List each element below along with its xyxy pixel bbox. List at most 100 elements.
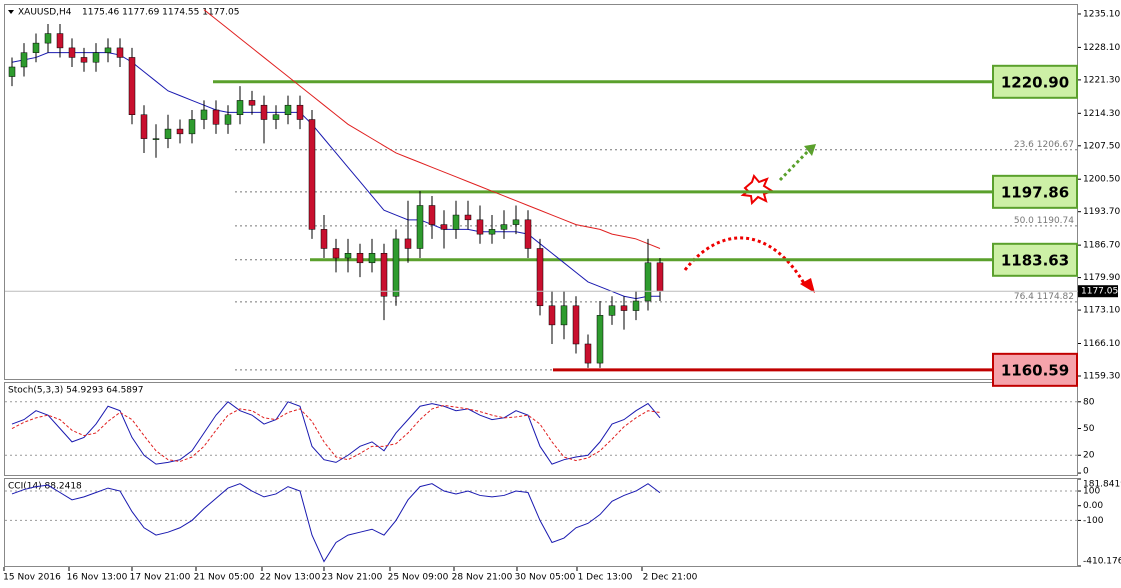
- x-tick-label: 30 Nov 05:00: [515, 573, 576, 583]
- explosion-icon: [740, 173, 775, 206]
- candle-body: [44, 33, 52, 44]
- candle-body: [548, 305, 556, 326]
- level-label box: 1220.90: [1001, 73, 1069, 91]
- candle-body: [476, 219, 484, 235]
- y-tick-label: -410.1766: [1083, 557, 1121, 567]
- y-tick-label: 1235.10: [1083, 9, 1120, 19]
- candle-body: [500, 224, 508, 230]
- candle-body: [512, 219, 520, 225]
- candle-body: [20, 52, 28, 68]
- red-arrowhead: [800, 278, 815, 293]
- y-tick-label: 1193.70: [1083, 207, 1120, 217]
- candle-body: [212, 109, 220, 125]
- red-arrow: [683, 236, 807, 286]
- candle-body: [176, 128, 184, 135]
- y-tick-label: 1159.30: [1083, 371, 1120, 381]
- level-label box: 1197.86: [1001, 183, 1069, 201]
- y-tick-label: 0.00: [1083, 501, 1103, 511]
- candle-body: [560, 305, 568, 326]
- candle-body: [200, 109, 208, 120]
- candle-body: [440, 224, 448, 230]
- fib-price: 1190.74: [1037, 215, 1074, 225]
- candle-body: [404, 238, 412, 249]
- fib-price: 1206.67: [1037, 139, 1074, 149]
- fib-level: 76.4: [1014, 291, 1034, 301]
- menu-arrow: [8, 10, 14, 14]
- candle-body: [428, 205, 436, 225]
- fib-level: 23.6: [1014, 139, 1034, 149]
- candle-body: [656, 262, 664, 292]
- fib-price: 1174.82: [1037, 291, 1074, 301]
- candle-body: [188, 119, 196, 135]
- moving-average: [203, 9, 661, 249]
- y-tick-label: 1200.50: [1083, 175, 1120, 185]
- y-tick-label: 1179.90: [1083, 273, 1120, 283]
- candle-body: [92, 52, 100, 63]
- candle-body: [536, 248, 544, 307]
- symbol: XAUUSD,H4: [18, 8, 72, 18]
- green-arrow: [778, 145, 814, 182]
- candle-body: [164, 128, 172, 139]
- level-box: [992, 352, 1078, 387]
- candle-body: [80, 57, 88, 63]
- level-label box: 1160.59: [1001, 361, 1069, 379]
- x-tick-label: 2 Dec 21:00: [643, 573, 698, 583]
- candle-body: [272, 114, 280, 120]
- candle-body: [128, 57, 136, 115]
- candle-body: [8, 66, 16, 77]
- candle-body: [284, 104, 292, 115]
- fib-label: 76.4 1174.82: [1014, 291, 1074, 301]
- stoch-title: Stoch(5,3,3) 54.9293 64.5897: [8, 386, 143, 396]
- level-label box: 1183.63: [1001, 251, 1069, 269]
- fib-label: 50.0 1190.74: [1014, 215, 1074, 225]
- candle-body: [152, 138, 160, 140]
- candle-body: [356, 252, 364, 264]
- stoch-panel: [4, 382, 1078, 476]
- candle-body: [608, 305, 616, 316]
- x-tick-label: 17 Nov 21:00: [130, 573, 191, 583]
- fib-label: 23.6 1206.67: [1014, 139, 1074, 149]
- candle-body: [368, 252, 376, 264]
- y-tick-label: 1207.50: [1083, 141, 1120, 151]
- candle-body: [68, 47, 76, 58]
- candle-body: [224, 114, 232, 125]
- candle-body: [104, 47, 112, 53]
- stoch-signal: [11, 404, 661, 462]
- candle-body: [320, 229, 328, 249]
- y-tick-label: 1173.10: [1083, 306, 1120, 316]
- y-tick-label: 100: [1083, 487, 1100, 497]
- y-tick-label: 1166.10: [1083, 339, 1120, 349]
- x-tick-label: 25 Nov 09:00: [388, 573, 449, 583]
- y-tick-label: 80: [1083, 397, 1095, 407]
- x-tick-label: 15 Nov 2016: [3, 573, 61, 583]
- level-box: [992, 174, 1078, 209]
- candle-body: [140, 114, 148, 139]
- level-box: [992, 64, 1078, 99]
- candle-body: [488, 229, 496, 235]
- candle-body: [332, 248, 340, 259]
- x-tick-label: 23 Nov 21:00: [322, 573, 383, 583]
- cci-line: [11, 483, 661, 563]
- candle-body: [308, 119, 316, 230]
- candle-body: [584, 343, 592, 364]
- level-box: [992, 242, 1078, 277]
- x-tick-label: 28 Nov 21:00: [452, 573, 513, 583]
- candle-body: [116, 47, 124, 58]
- candle-body: [452, 214, 460, 230]
- x-tick-label: 21 Nov 05:00: [194, 573, 255, 583]
- current-price-label: 1177.05: [1081, 287, 1118, 297]
- candle-body: [248, 100, 256, 106]
- x-tick-label: 16 Nov 13:00: [67, 573, 128, 583]
- candle-body: [596, 315, 604, 364]
- y-tick-label: -100: [1083, 516, 1104, 526]
- candle-body: [56, 33, 64, 49]
- candle-body: [632, 300, 640, 311]
- y-tick-label: 1214.30: [1083, 109, 1120, 119]
- candle-body: [464, 214, 472, 221]
- current-price-tag: [1078, 285, 1118, 298]
- candle-body: [344, 252, 352, 259]
- candle-body: [392, 238, 400, 297]
- y-tick-label: 20: [1083, 451, 1095, 461]
